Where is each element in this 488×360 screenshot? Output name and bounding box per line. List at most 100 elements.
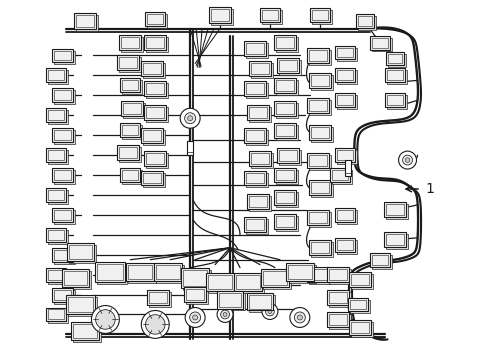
Bar [275, 103, 293, 114]
Bar [350, 274, 372, 289]
Bar [275, 170, 293, 180]
Bar [334, 238, 354, 252]
Bar [348, 320, 370, 335]
Bar [47, 110, 67, 124]
Bar [95, 262, 125, 282]
Bar [217, 291, 243, 309]
Bar [47, 310, 63, 319]
Bar [308, 73, 330, 88]
Bar [181, 268, 209, 288]
Bar [326, 290, 348, 305]
Bar [260, 8, 279, 22]
Bar [336, 150, 352, 160]
Bar [183, 270, 211, 289]
Bar [143, 63, 161, 74]
Bar [53, 130, 75, 144]
Bar [74, 13, 96, 28]
Bar [328, 269, 350, 284]
Bar [141, 61, 163, 76]
Bar [45, 307, 65, 321]
Bar [369, 36, 389, 50]
Bar [248, 61, 270, 76]
Circle shape [187, 116, 192, 121]
Bar [186, 289, 208, 304]
Bar [336, 150, 356, 164]
Bar [97, 264, 127, 284]
Bar [47, 150, 63, 160]
Bar [311, 10, 331, 24]
Bar [53, 210, 75, 224]
Bar [183, 270, 207, 285]
Bar [349, 300, 369, 314]
Bar [120, 168, 140, 182]
Bar [244, 217, 265, 232]
Circle shape [185, 307, 204, 328]
Bar [149, 292, 171, 307]
Bar [205, 273, 234, 291]
Bar [245, 130, 267, 145]
Bar [65, 294, 95, 315]
Bar [122, 170, 138, 180]
Bar [149, 292, 167, 303]
Bar [244, 81, 265, 96]
Bar [357, 15, 371, 26]
Bar [328, 314, 350, 329]
Bar [146, 83, 164, 94]
Bar [275, 37, 297, 52]
Bar [45, 148, 65, 162]
Bar [122, 170, 142, 184]
Bar [276, 148, 298, 163]
Bar [47, 71, 63, 80]
Bar [45, 68, 65, 82]
Bar [310, 183, 328, 193]
Bar [147, 14, 163, 24]
Bar [383, 202, 405, 217]
Bar [385, 52, 403, 65]
Circle shape [398, 151, 416, 169]
Circle shape [289, 307, 309, 328]
Bar [61, 269, 89, 287]
Bar [122, 80, 142, 94]
Circle shape [405, 158, 409, 162]
Bar [328, 269, 346, 280]
Bar [209, 7, 230, 23]
Bar [308, 269, 326, 280]
Bar [326, 267, 348, 282]
Bar [119, 35, 141, 50]
Bar [386, 71, 406, 84]
Bar [273, 101, 295, 116]
Bar [349, 300, 365, 310]
Bar [45, 188, 65, 202]
Circle shape [220, 310, 229, 319]
Circle shape [91, 306, 119, 333]
Bar [248, 107, 266, 118]
Bar [123, 103, 141, 114]
Bar [51, 208, 73, 222]
Bar [344, 160, 350, 176]
Bar [326, 312, 348, 327]
Bar [248, 294, 270, 309]
Bar [68, 245, 96, 263]
Bar [244, 128, 265, 143]
Bar [336, 71, 356, 84]
Bar [236, 275, 260, 289]
Bar [187, 141, 193, 155]
Bar [383, 232, 405, 247]
Bar [244, 41, 265, 56]
Circle shape [192, 315, 197, 320]
Bar [275, 80, 297, 95]
Bar [147, 290, 169, 305]
Bar [51, 49, 73, 62]
Bar [278, 60, 296, 71]
Bar [334, 148, 354, 162]
Bar [47, 230, 63, 240]
Bar [262, 10, 281, 24]
Bar [117, 55, 139, 70]
Bar [219, 293, 244, 310]
Bar [184, 287, 205, 302]
Bar [336, 240, 352, 250]
Bar [275, 125, 293, 136]
Bar [246, 293, 272, 310]
Bar [336, 210, 356, 224]
Bar [347, 298, 367, 311]
